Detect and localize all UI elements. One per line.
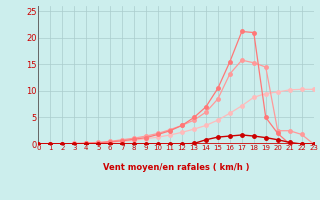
X-axis label: Vent moyen/en rafales ( km/h ): Vent moyen/en rafales ( km/h )	[103, 162, 249, 171]
